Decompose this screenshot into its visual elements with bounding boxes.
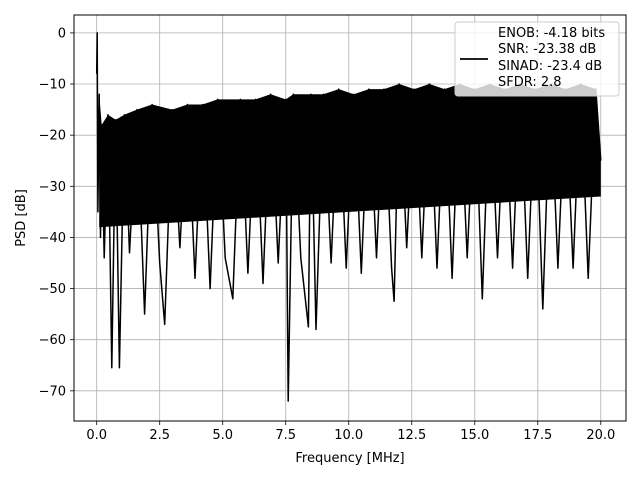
x-tick-label: 7.5 bbox=[275, 428, 296, 443]
x-tick-label: 10.0 bbox=[334, 428, 363, 443]
x-tick-label: 20.0 bbox=[586, 428, 615, 443]
legend-line-sfdr: SFDR: 2.8 bbox=[498, 75, 562, 90]
legend: ENOB: -4.18 bits SNR: -23.38 dB SINAD: -… bbox=[454, 21, 620, 97]
legend-line-snr: SNR: -23.38 dB bbox=[498, 42, 596, 57]
y-tick-label: −20 bbox=[39, 129, 66, 144]
y-tick-label: −60 bbox=[39, 333, 66, 348]
x-tick-label: 5.0 bbox=[212, 428, 233, 443]
plot-frame bbox=[73, 14, 627, 422]
y-tick-label: −40 bbox=[39, 231, 66, 246]
psd-noise-band bbox=[99, 84, 601, 228]
legend-line-sinad: SINAD: -23.4 dB bbox=[498, 59, 602, 74]
x-axis-label: Frequency [MHz] bbox=[295, 451, 404, 466]
psd-noise-fill bbox=[99, 84, 601, 228]
x-tick-label: 17.5 bbox=[523, 428, 552, 443]
x-tick-label: 15.0 bbox=[460, 428, 489, 443]
y-tick-label: −70 bbox=[39, 384, 66, 399]
legend-box bbox=[454, 21, 620, 97]
y-tick-label: 0 bbox=[58, 26, 66, 41]
x-tick-label: 0.0 bbox=[86, 428, 107, 443]
legend-line-enob: ENOB: -4.18 bits bbox=[498, 26, 605, 41]
y-tick-label: −10 bbox=[39, 78, 66, 93]
y-axis-label: PSD [dB] bbox=[14, 189, 29, 247]
y-axis-ticks: 0 −10 −20 −30 −40 −50 −60 −70 bbox=[39, 26, 74, 399]
x-axis-ticks: 0.0 2.5 5.0 7.5 10.0 12.5 15.0 17.5 20.0 bbox=[86, 421, 615, 443]
x-tick-label: 12.5 bbox=[397, 428, 426, 443]
y-tick-label: −50 bbox=[39, 282, 66, 297]
y-tick-label: −30 bbox=[39, 180, 66, 195]
x-tick-label: 2.5 bbox=[149, 428, 170, 443]
